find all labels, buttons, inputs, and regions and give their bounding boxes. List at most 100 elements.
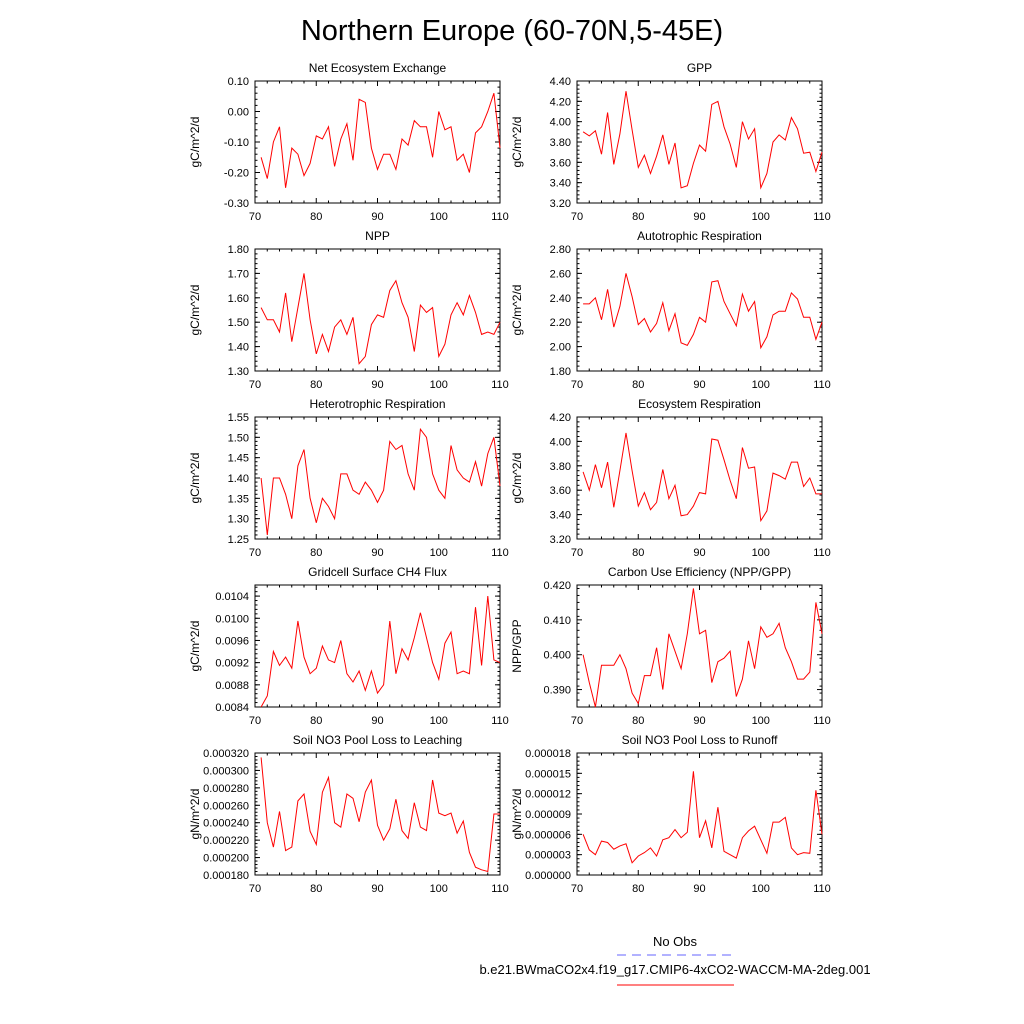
- x-tick-label: 90: [693, 883, 705, 895]
- plot-frame: [254, 248, 501, 372]
- plot-frame: [576, 80, 823, 204]
- y-tick-label: 1.70: [228, 268, 249, 280]
- y-tick-label: -0.10: [224, 137, 249, 149]
- series-line: [583, 273, 823, 350]
- x-tick-label: 100: [752, 715, 770, 727]
- y-tick-label: 0.000260: [203, 800, 249, 812]
- x-tick-label: 80: [632, 379, 644, 391]
- y-tick-label: 2.80: [550, 244, 571, 256]
- x-tick-label: 70: [249, 547, 261, 559]
- x-tick-label: 110: [491, 883, 509, 895]
- y-axis-label: gC/m^2/d: [510, 453, 524, 504]
- x-tick-label: 80: [632, 211, 644, 223]
- x-tick-label: 80: [632, 883, 644, 895]
- chart-title: Gridcell Surface CH4 Flux: [308, 565, 447, 579]
- series-line: [260, 273, 501, 365]
- y-tick-label: 0.000240: [203, 818, 249, 830]
- x-tick-label: 110: [813, 379, 831, 391]
- y-tick-label: 0.000200: [203, 853, 249, 865]
- x-tick-label: 100: [752, 211, 770, 223]
- plot-frame: [254, 752, 501, 876]
- x-tick-label: 110: [491, 211, 509, 223]
- chart-panel: Ecosystem Respiration gC/m^2/d 70 80 90 100 11…: [510, 397, 831, 559]
- chart-title: Heterotrophic Respiration: [309, 397, 445, 411]
- y-tick-label: 0.000000: [525, 870, 571, 882]
- series-line: [260, 93, 501, 188]
- x-tick-label: 70: [571, 379, 583, 391]
- y-tick-label: 2.60: [550, 268, 571, 280]
- y-tick-label: 0.0092: [215, 658, 249, 670]
- x-tick-label: 100: [752, 883, 770, 895]
- page-title: Northern Europe (60-70N,5-45E): [301, 15, 723, 47]
- chart-title: Net Ecosystem Exchange: [309, 61, 447, 75]
- y-tick-label: 0.000003: [525, 850, 571, 862]
- y-tick-label: 0.0096: [215, 635, 249, 647]
- y-tick-label: 0.420: [543, 580, 571, 592]
- y-tick-label: 4.00: [550, 436, 571, 448]
- chart-panel: Gridcell Surface CH4 Flux gC/m^2/d 70 80 90 1…: [188, 565, 509, 727]
- x-tick-label: 110: [491, 715, 509, 727]
- x-tick-label: 90: [693, 547, 705, 559]
- y-axis-label: gC/m^2/d: [188, 117, 202, 168]
- series-line: [260, 427, 501, 535]
- y-tick-label: 3.40: [550, 510, 571, 522]
- y-tick-label: 3.60: [550, 157, 571, 169]
- y-axis-label: gC/m^2/d: [188, 621, 202, 672]
- y-tick-label: -0.30: [224, 198, 249, 210]
- x-tick-label: 70: [249, 883, 261, 895]
- y-tick-label: 1.30: [228, 514, 249, 526]
- chart-panel: Autotrophic Respiration gC/m^2/d 70 80 90 100…: [510, 229, 831, 391]
- series-line: [260, 596, 501, 708]
- y-tick-label: 0.000220: [203, 835, 249, 847]
- x-tick-label: 80: [310, 547, 322, 559]
- y-tick-label: 3.20: [550, 534, 571, 546]
- y-tick-label: 1.80: [228, 244, 249, 256]
- x-tick-label: 90: [371, 547, 383, 559]
- x-tick-label: 70: [571, 883, 583, 895]
- legend-model-label: b.e21.BWmaCO2x4.f19_g17.CMIP6-4xCO2-WACC…: [479, 962, 870, 977]
- y-tick-label: 0.000006: [525, 829, 571, 841]
- y-tick-label: 2.00: [550, 342, 571, 354]
- y-tick-label: 2.20: [550, 317, 571, 329]
- y-tick-label: 0.0084: [215, 702, 249, 714]
- y-tick-label: 1.35: [228, 493, 249, 505]
- x-tick-label: 110: [813, 211, 831, 223]
- y-tick-label: 4.20: [550, 96, 571, 108]
- chart-panel: Soil NO3 Pool Loss to Leaching gN/m^2/d 70…: [188, 733, 509, 895]
- y-axis-label: gN/m^2/d: [188, 789, 202, 840]
- x-tick-label: 70: [571, 547, 583, 559]
- y-tick-label: 0.000015: [525, 768, 571, 780]
- y-axis-label: gC/m^2/d: [510, 285, 524, 336]
- y-tick-label: 0.000012: [525, 789, 571, 801]
- y-tick-label: 0.390: [543, 685, 571, 697]
- y-axis-label: gC/m^2/d: [188, 453, 202, 504]
- y-tick-label: 3.80: [550, 461, 571, 473]
- y-tick-label: 1.50: [228, 317, 249, 329]
- x-tick-label: 90: [693, 211, 705, 223]
- x-tick-label: 80: [310, 883, 322, 895]
- chart-title: Soil NO3 Pool Loss to Leaching: [293, 733, 462, 747]
- x-tick-label: 80: [632, 547, 644, 559]
- plot-frame: [254, 584, 501, 708]
- chart-panel: Heterotrophic Respiration gC/m^2/d 70 80 90 1…: [188, 397, 509, 559]
- x-tick-label: 90: [693, 715, 705, 727]
- y-tick-label: 1.80: [550, 366, 571, 378]
- y-axis-label: gC/m^2/d: [188, 285, 202, 336]
- y-tick-label: 1.30: [228, 366, 249, 378]
- x-tick-label: 100: [430, 547, 448, 559]
- series-line: [582, 91, 823, 190]
- chart-title: Soil NO3 Pool Loss to Runoff: [622, 733, 779, 747]
- y-tick-label: 0.000018: [525, 748, 571, 760]
- y-tick-label: 4.40: [550, 76, 571, 88]
- chart-title: Ecosystem Respiration: [638, 397, 761, 411]
- legend-obs-label: No Obs: [653, 934, 698, 949]
- x-tick-label: 100: [752, 379, 770, 391]
- y-tick-label: 3.80: [550, 137, 571, 149]
- chart-panels: Net Ecosystem Exchange gC/m^2/d 70 80 90 100 1…: [188, 61, 831, 895]
- chart-title: GPP: [687, 61, 712, 75]
- x-tick-label: 70: [571, 211, 583, 223]
- series-line: [582, 432, 822, 523]
- chart-panel: Net Ecosystem Exchange gC/m^2/d 70 80 90 100 1…: [188, 61, 509, 223]
- y-tick-label: 0.10: [228, 76, 249, 88]
